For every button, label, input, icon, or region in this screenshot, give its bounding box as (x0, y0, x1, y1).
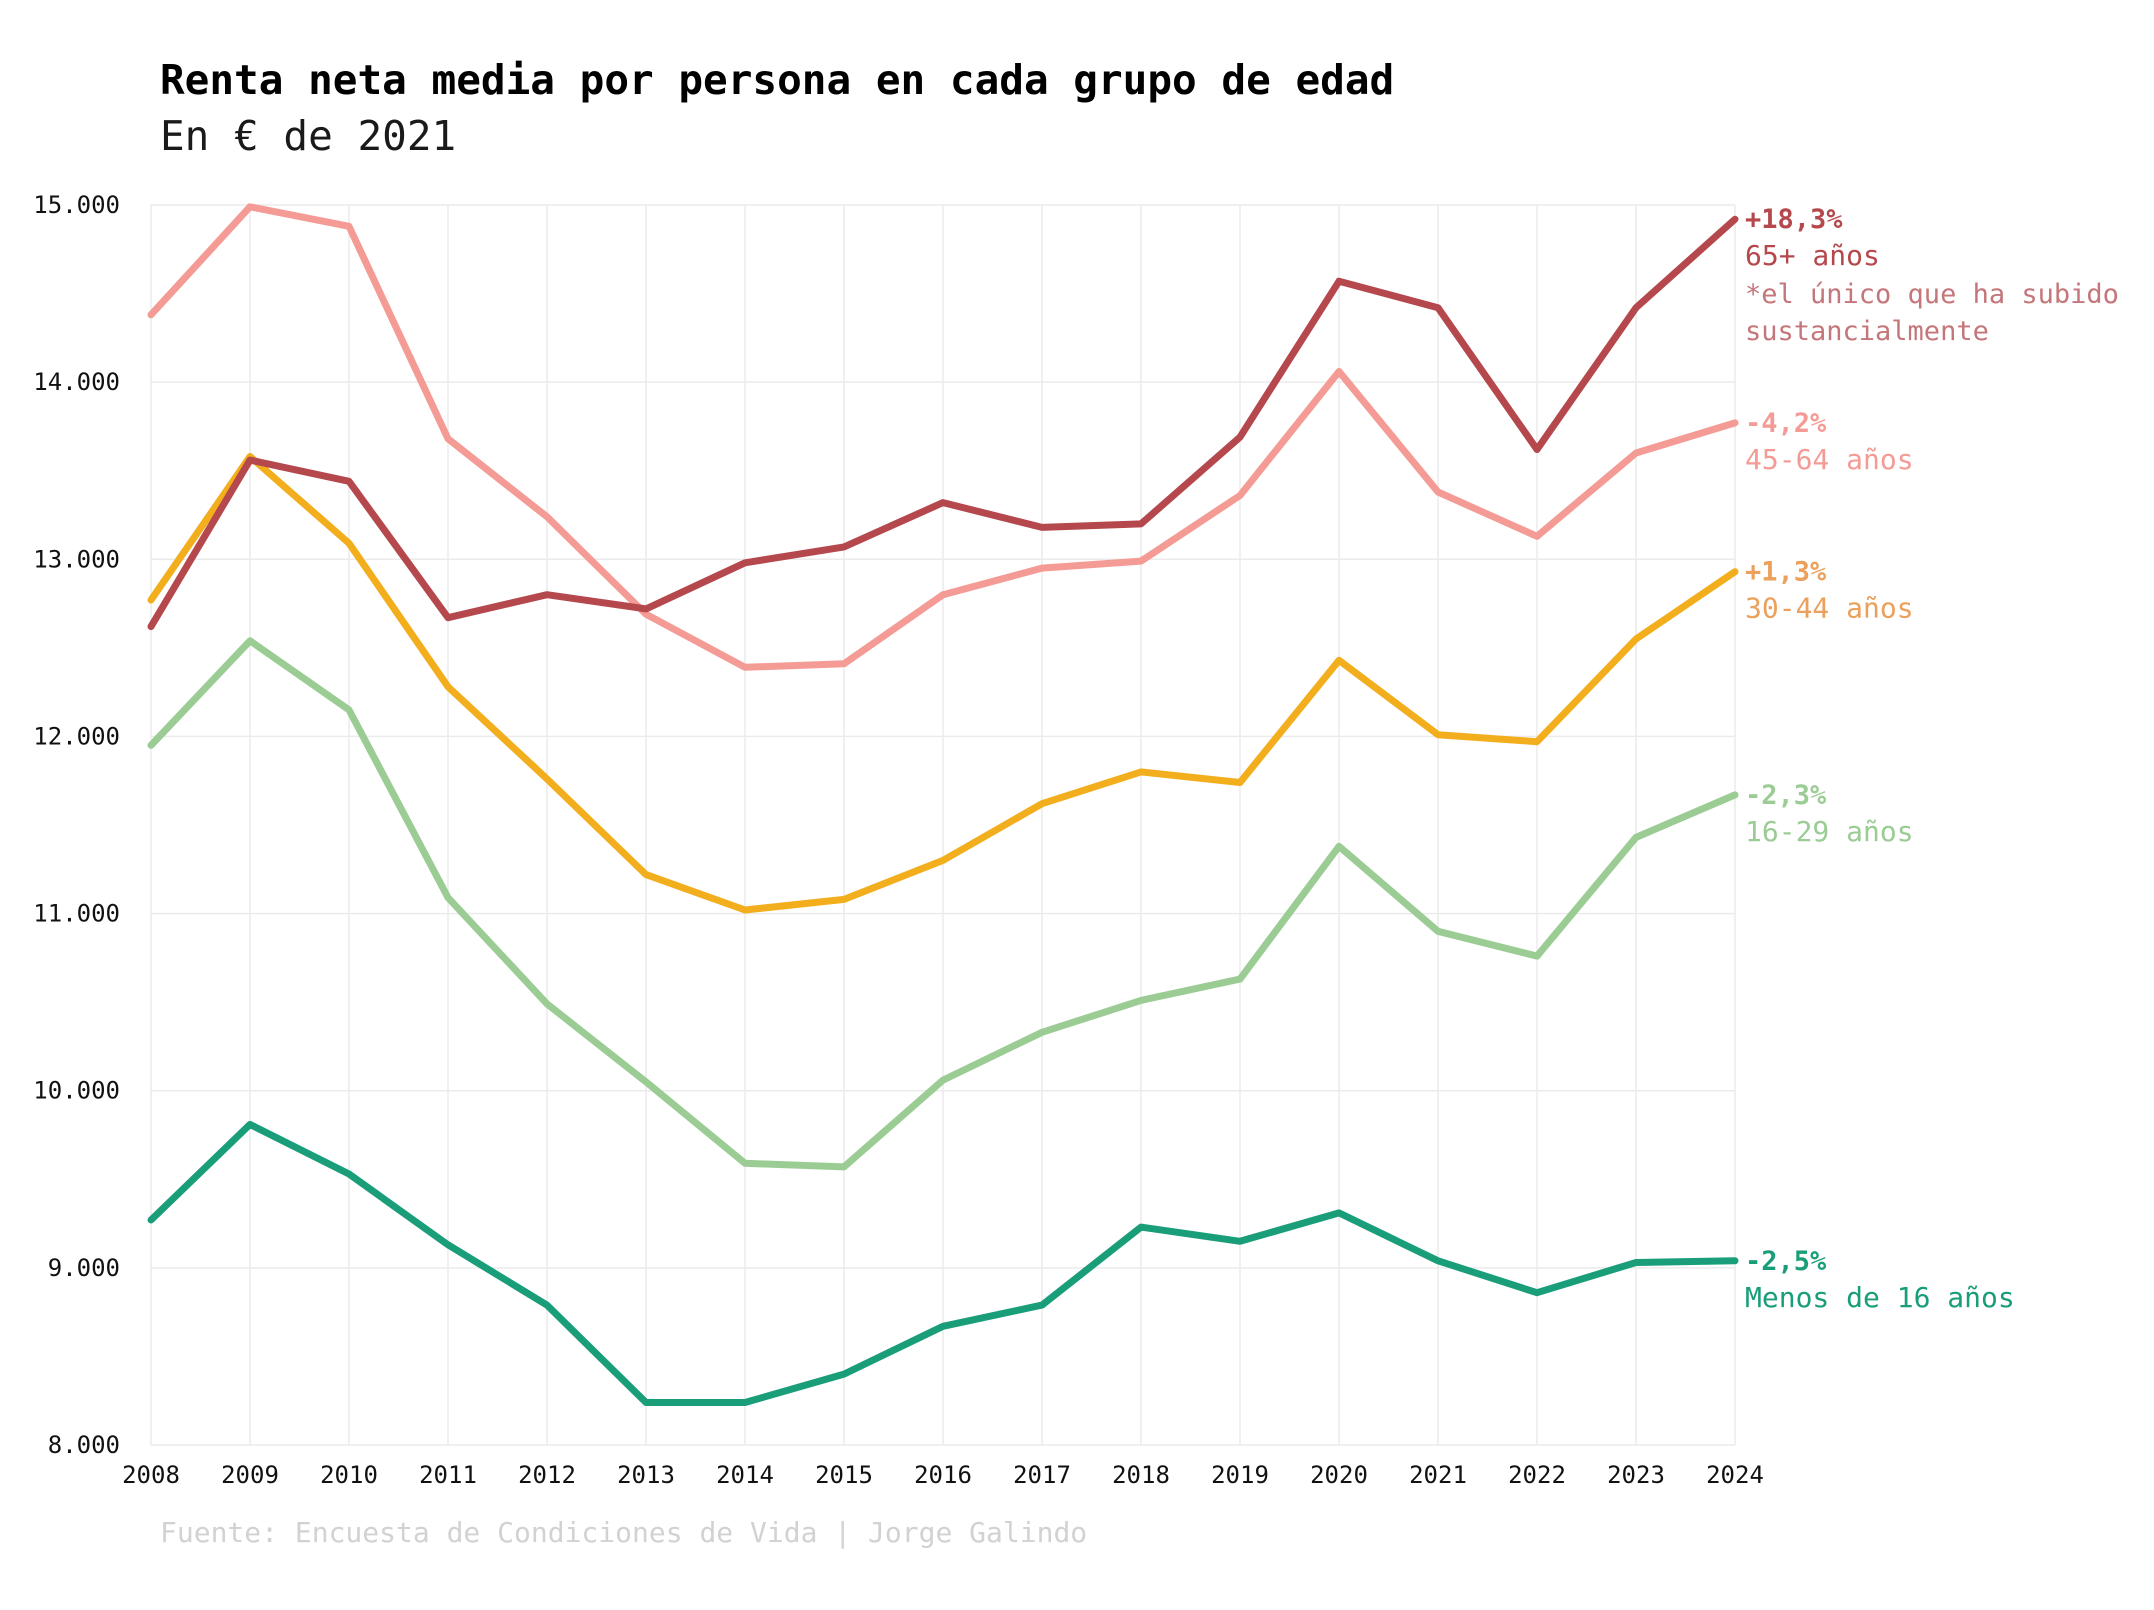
gridlines (150, 204, 1736, 1446)
x-axis-ticks: 2008 2009 2010 2011 2012 2013 2014 2015 2016 2017… (122, 1461, 1764, 1489)
series-change-label: -2,3% (1745, 780, 1827, 811)
y-tick-label: 15.000 (33, 191, 120, 219)
x-tick-label: 2008 (122, 1461, 180, 1489)
series-change-label: -4,2% (1745, 408, 1827, 439)
x-tick-label: 2019 (1211, 1461, 1269, 1489)
series-change-label: -2,5% (1745, 1246, 1827, 1277)
x-tick-label: 2021 (1409, 1461, 1467, 1489)
series-change-label: +18,3% (1745, 204, 1843, 235)
y-tick-label: 8.000 (48, 1431, 120, 1459)
series-name-label: 30-44 años (1745, 592, 1914, 625)
y-tick-label: 10.000 (33, 1077, 120, 1105)
y-tick-label: 13.000 (33, 545, 120, 573)
series-line (147, 215, 1739, 631)
series-name-label: 45-64 años (1745, 443, 1914, 476)
x-tick-label: 2015 (815, 1461, 873, 1489)
y-tick-label: 11.000 (33, 900, 120, 928)
series-change-label: +1,3% (1745, 557, 1827, 588)
x-tick-label: 2014 (716, 1461, 774, 1489)
x-tick-label: 2024 (1706, 1461, 1764, 1489)
series-end-labels: +18,3% 65+ años *el único que ha subido sus… (1745, 204, 2119, 1314)
y-tick-label: 9.000 (48, 1254, 120, 1282)
series-line (147, 203, 1739, 671)
chart-title: Renta neta media por persona en cada gru… (160, 56, 1395, 104)
x-tick-label: 2013 (617, 1461, 675, 1489)
x-tick-label: 2016 (914, 1461, 972, 1489)
y-axis-ticks: 8.000 9.000 10.000 11.000 12.000 13.000 14.000… (33, 191, 120, 1459)
series-line (147, 1120, 1739, 1406)
series-note: sustancialmente (1745, 316, 1989, 347)
y-tick-label: 12.000 (33, 722, 120, 750)
x-tick-label: 2010 (320, 1461, 378, 1489)
series-name-label: 65+ años (1745, 239, 1880, 272)
series-line (147, 637, 1739, 1171)
chart-subtitle: En € de 2021 (160, 112, 457, 160)
series-note: *el único que ha subido (1745, 279, 2119, 310)
x-tick-label: 2017 (1013, 1461, 1071, 1489)
x-tick-label: 2011 (419, 1461, 477, 1489)
source-note: Fuente: Encuesta de Condiciones de Vida … (160, 1516, 1088, 1549)
x-tick-label: 2012 (518, 1461, 576, 1489)
x-tick-label: 2018 (1112, 1461, 1170, 1489)
series-name-label: 16-29 años (1745, 815, 1914, 848)
series-line (147, 453, 1739, 914)
y-tick-label: 14.000 (33, 368, 120, 396)
x-tick-label: 2009 (221, 1461, 279, 1489)
series-lines (147, 203, 1739, 1406)
x-tick-label: 2020 (1310, 1461, 1368, 1489)
x-tick-label: 2022 (1508, 1461, 1566, 1489)
series-name-label: Menos de 16 años (1745, 1281, 2015, 1314)
x-tick-label: 2023 (1607, 1461, 1665, 1489)
